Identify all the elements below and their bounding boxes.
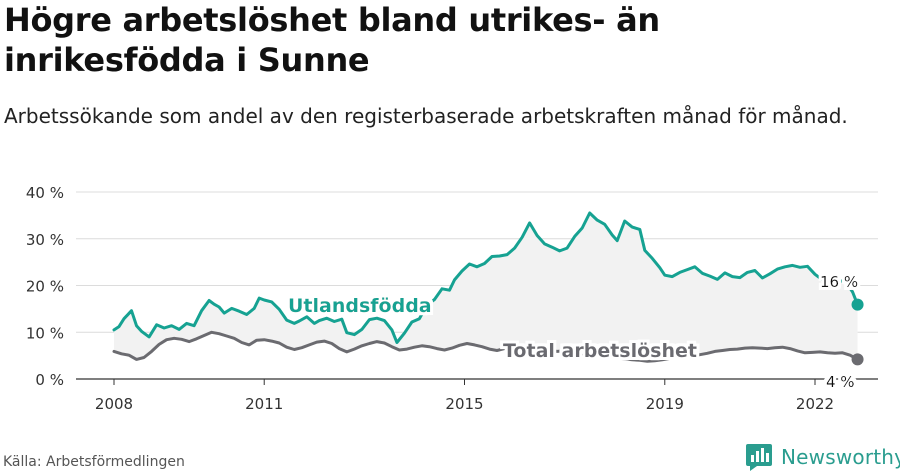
x-tick-label: 2015 [445, 395, 483, 413]
chart-title: Högre arbetslöshet bland utrikes- än inr… [4, 1, 660, 79]
series-end-label: 16 % [820, 273, 858, 291]
series-end-label: 4 % [826, 373, 855, 391]
axes: 0 % 10 % 20 % 30 % 40 % 2008 2011 2015 2019 2022 [26, 184, 834, 413]
brand-name: Newsworthy [781, 445, 900, 469]
chart-subtitle: Arbetssökande som andel av den registerb… [4, 104, 848, 128]
series-name-label: Total arbetslöshet [503, 340, 697, 362]
y-tick-label: 20 % [26, 278, 64, 296]
newsworthy-logo-icon [746, 444, 772, 471]
band-area [114, 213, 858, 361]
series-lines [112, 211, 864, 366]
x-tick-label: 2022 [796, 395, 834, 413]
x-tick-label: 2011 [245, 395, 283, 413]
y-tick-label: 0 % [35, 371, 64, 389]
x-tick-label: 2019 [646, 395, 684, 413]
series-end-dot [851, 353, 864, 366]
brand-logo: Newsworthy [745, 442, 900, 472]
series-line-total [112, 330, 860, 363]
y-tick-label: 10 % [26, 324, 64, 342]
x-tick-label: 2008 [95, 395, 133, 413]
y-tick-label: 40 % [26, 184, 64, 202]
range-band [114, 213, 858, 361]
series-labels: Utlandsfödda Total arbetslöshet 16 % 4 % [288, 273, 858, 391]
series-end-dot [851, 298, 864, 311]
series-name-label: Utlandsfödda [288, 295, 432, 317]
series-line-utlandsfodda [112, 211, 860, 344]
y-tick-label: 30 % [26, 231, 64, 249]
source-note: Källa: Arbetsförmedlingen [3, 454, 185, 470]
